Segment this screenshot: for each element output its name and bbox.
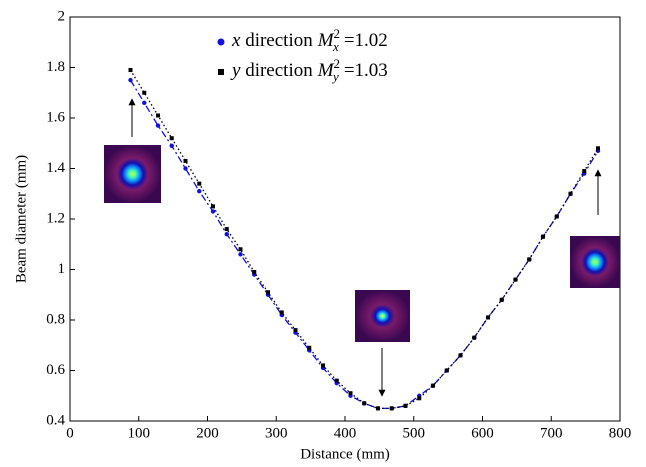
x-tick-label: 600 — [471, 425, 494, 441]
point — [183, 166, 188, 171]
legend-label: x direction M2 x =1.02 — [231, 26, 388, 54]
point — [183, 158, 188, 163]
point — [224, 227, 229, 232]
point — [458, 353, 463, 358]
x-tick-label: 300 — [265, 425, 288, 441]
legend-marker — [217, 38, 225, 46]
legend-sub: x — [332, 39, 339, 54]
y-tick-label: 0.6 — [46, 362, 65, 378]
point — [293, 328, 298, 333]
point — [197, 189, 202, 194]
legend-sup: 2 — [334, 56, 341, 71]
y-tick-label: 2 — [58, 8, 66, 24]
point — [224, 231, 229, 237]
point — [527, 257, 532, 262]
series-line — [129, 69, 599, 410]
y-tick-label: 1.4 — [46, 160, 65, 176]
point — [582, 169, 587, 174]
legend-symbol: M — [317, 60, 335, 81]
point — [252, 270, 257, 275]
legend-sup: 2 — [334, 26, 341, 41]
point — [279, 310, 284, 315]
point — [197, 181, 202, 186]
point — [266, 290, 270, 295]
legend-name: y direction — [230, 60, 313, 81]
y-axis-label: Beam diameter (mm) — [13, 155, 29, 283]
x-tick-label: 500 — [403, 425, 426, 441]
legend-value: =1.02 — [344, 30, 388, 51]
legend-symbol: M — [317, 30, 335, 51]
point — [169, 136, 174, 141]
point — [376, 406, 380, 411]
point — [142, 100, 147, 106]
point — [210, 209, 216, 214]
point — [596, 146, 600, 151]
point — [238, 247, 243, 252]
x-tick-label: 0 — [66, 425, 74, 441]
x-axis-label: Distance (mm) — [300, 446, 390, 462]
y-tick-label: 0.4 — [46, 412, 65, 428]
point — [169, 143, 174, 148]
x-tick-label: 100 — [128, 425, 151, 441]
legend-value: =1.03 — [344, 60, 388, 81]
point — [431, 383, 435, 388]
legend-name: x direction — [231, 30, 313, 51]
beam-profile — [570, 236, 620, 288]
point — [541, 234, 545, 239]
point — [128, 77, 133, 83]
x-tick-label: 800 — [609, 425, 632, 441]
x-tick-label: 400 — [334, 425, 357, 441]
point — [389, 406, 394, 411]
point — [403, 403, 408, 408]
legend-sub: y — [331, 69, 339, 84]
x-tick-label: 700 — [540, 425, 563, 441]
point — [417, 396, 422, 401]
point — [321, 363, 325, 368]
y-tick-label: 1.2 — [46, 210, 65, 226]
point — [444, 368, 449, 373]
point — [472, 335, 477, 340]
point — [334, 378, 339, 383]
beam-profile — [355, 290, 410, 342]
point — [128, 68, 133, 73]
point — [499, 297, 504, 302]
point — [568, 191, 573, 196]
point — [554, 214, 559, 219]
y-tick-label: 0.8 — [46, 311, 65, 327]
point — [142, 90, 147, 95]
series-line — [129, 79, 599, 410]
y-tick-label: 1.6 — [46, 109, 65, 125]
point — [238, 252, 243, 257]
point — [307, 345, 312, 350]
point — [211, 204, 215, 209]
beam-profile — [104, 145, 161, 203]
point — [362, 401, 367, 406]
legend-label: y direction M2 y =1.03 — [230, 56, 388, 84]
y-tick-label: 1.8 — [46, 59, 65, 75]
point — [155, 123, 161, 128]
point — [513, 277, 518, 282]
y-tick-label: 1 — [58, 261, 66, 277]
point — [348, 391, 353, 396]
point — [486, 315, 490, 320]
insets — [104, 98, 620, 397]
x-tick-label: 200 — [196, 425, 219, 441]
point — [156, 113, 160, 118]
legend-marker — [218, 69, 224, 75]
